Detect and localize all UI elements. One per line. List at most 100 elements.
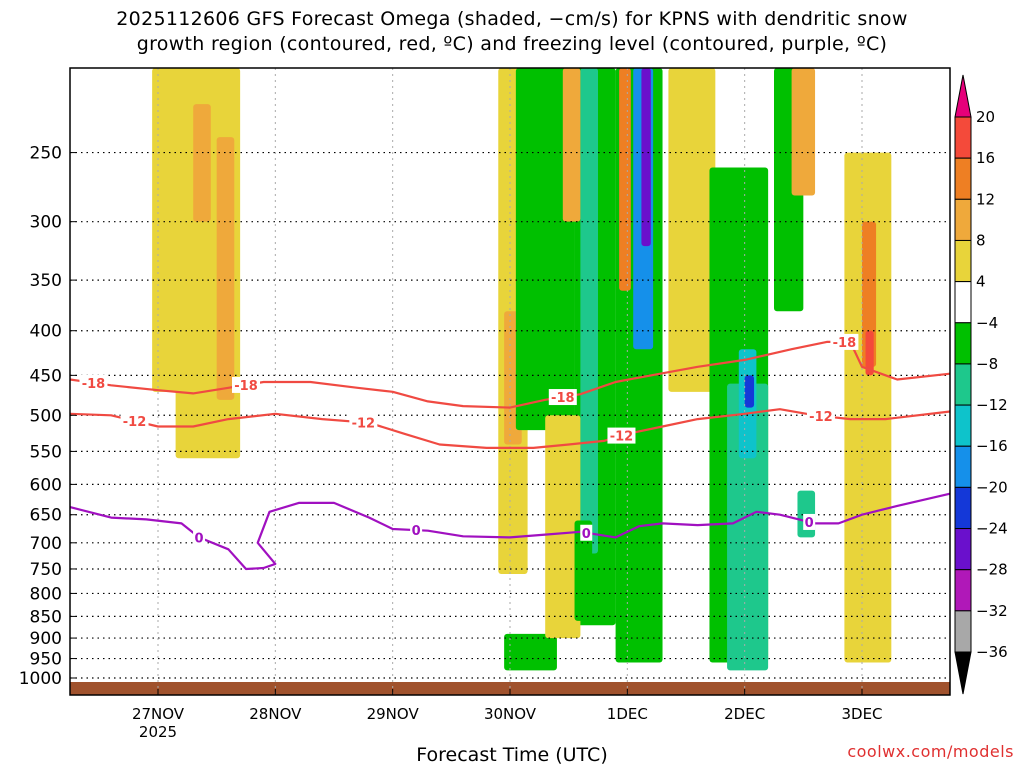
colorbar-box — [954, 610, 972, 653]
y-tick-label: 250 — [30, 144, 62, 164]
contour-label-0: 0 — [582, 527, 591, 542]
contour-label--18: -18 — [833, 336, 857, 351]
contour-label-bg — [548, 389, 577, 406]
omega-shade-29 — [574, 520, 593, 621]
colorbar-bottom-arrow — [954, 651, 972, 695]
colorbar-box — [954, 528, 972, 571]
y-tick-label: 300 — [30, 213, 62, 233]
omega-shade-22 — [791, 68, 816, 196]
omega-shade-28 — [545, 415, 581, 639]
colorbar-label: −12 — [976, 396, 1008, 414]
contour-label-bg — [193, 529, 206, 546]
contour-label-bg — [803, 513, 816, 530]
omega-shade-2 — [216, 137, 235, 400]
y-tick-label: 400 — [30, 322, 62, 342]
contour-lines: -18 -18 -18 -18 -12 -12 -12 -12 0 0 0 0 — [69, 333, 951, 571]
colorbar-box — [954, 569, 972, 612]
x-tick-label: 28NOV — [249, 705, 302, 723]
omega-shade-20 — [744, 375, 755, 408]
omega-shade-16 — [668, 68, 716, 392]
y-tick-label: 950 — [30, 650, 62, 670]
colorbar-label: 20 — [976, 108, 995, 126]
y-tick-label: 700 — [30, 534, 62, 554]
colorbar-box — [954, 198, 972, 241]
colorbar-box — [954, 281, 972, 324]
colorbar-label: 12 — [976, 190, 995, 208]
contour-label--18: -18 — [551, 391, 575, 406]
contour-label-bg — [120, 412, 149, 429]
contour-label-bg — [580, 524, 593, 541]
omega-shade-9 — [562, 68, 581, 222]
colorbar-label: −28 — [976, 561, 1008, 579]
contour-label--12: -12 — [123, 415, 147, 430]
colorbar-label: −20 — [976, 478, 1008, 496]
colorbar-label: −24 — [976, 520, 1008, 538]
ground-surface — [70, 682, 950, 695]
colorbar-label: 16 — [976, 149, 995, 167]
omega-shade-8 — [580, 68, 598, 554]
omega-shade-12 — [641, 68, 651, 247]
y-tick-label: 500 — [30, 406, 62, 426]
colorbar-box — [954, 363, 972, 406]
contour-label-bg — [410, 522, 423, 539]
x-tick-label: 2DEC — [724, 705, 765, 723]
colorbar-box — [954, 322, 972, 365]
colorbar-box — [954, 445, 972, 488]
y-tick-label: 850 — [30, 607, 62, 627]
omega-shade-26 — [865, 330, 874, 376]
omega-shade-25 — [862, 221, 877, 367]
contour-label-bg — [349, 414, 378, 431]
contour-label--12: -12 — [809, 410, 833, 425]
y-tick-label: 800 — [30, 584, 62, 604]
colorbar-label: −32 — [976, 602, 1008, 620]
colorbar-box — [954, 157, 972, 200]
contour-label--12: -12 — [610, 430, 634, 445]
contour-label--18: -18 — [234, 379, 258, 394]
x-tick-label: 1DEC — [607, 705, 648, 723]
omega-shade-18 — [727, 383, 769, 671]
colorbar-top-arrow — [954, 74, 972, 118]
x-tick-label: 27NOV — [132, 705, 185, 723]
grid-lines — [70, 68, 950, 695]
colorbar-label: −36 — [976, 643, 1008, 661]
x-axis-title: Forecast Time (UTC) — [416, 744, 608, 766]
contour-label-bg — [232, 376, 260, 393]
y-tick-label: 350 — [30, 271, 62, 291]
contour-label-bg — [806, 407, 835, 424]
omega-shade-13 — [619, 68, 631, 291]
colorbar-box — [954, 239, 972, 283]
colorbar-label: −4 — [976, 314, 998, 332]
contour-label-bg — [830, 333, 859, 350]
omega-shade-27 — [504, 633, 557, 671]
y-tick-label: 450 — [30, 366, 62, 386]
x-tick-label: 3DEC — [841, 705, 882, 723]
site-credit[interactable]: coolwx.com/models — [847, 742, 1014, 761]
omega-shade-3 — [193, 104, 211, 222]
y-tick-label: 750 — [30, 560, 62, 580]
chart-title-line-1: 2025112606 GFS Forecast Omega (shaded, −… — [116, 8, 908, 30]
x-tick-label: 30NOV — [484, 705, 537, 723]
contour-label-0: 0 — [195, 531, 204, 546]
x-tick-label: 29NOV — [367, 705, 420, 723]
colorbar-label: 4 — [976, 273, 986, 291]
pressure-axis: 2503003504004505005506006507007508008509… — [19, 144, 76, 689]
contour-label--12: -12 — [352, 416, 376, 431]
omega-shade-6 — [515, 68, 575, 431]
colorbar-box — [954, 116, 972, 159]
colorbar-box — [954, 404, 972, 447]
y-tick-label: 650 — [30, 506, 62, 526]
contour-label-bg — [607, 427, 636, 444]
omega-shading — [152, 68, 892, 671]
y-tick-label: 550 — [30, 442, 62, 462]
colorbar-box — [954, 486, 972, 530]
contour-label--18: -18 — [82, 377, 106, 392]
y-tick-label: 600 — [30, 475, 62, 495]
colorbar-label: 8 — [976, 231, 986, 249]
colorbar: 20 16 12 8 4 −4 −8 −12 −16 −20 −24 −28 −32 −36 — [954, 74, 1008, 695]
y-tick-label: 1000 — [19, 669, 62, 689]
contour--12 — [69, 408, 951, 449]
time-axis: 27NOV 28NOV 29NOV 30NOV 1DEC 2DEC 3DEC 2025 — [132, 689, 883, 741]
contour-label-0: 0 — [805, 516, 814, 531]
y-tick-label: 900 — [30, 629, 62, 649]
